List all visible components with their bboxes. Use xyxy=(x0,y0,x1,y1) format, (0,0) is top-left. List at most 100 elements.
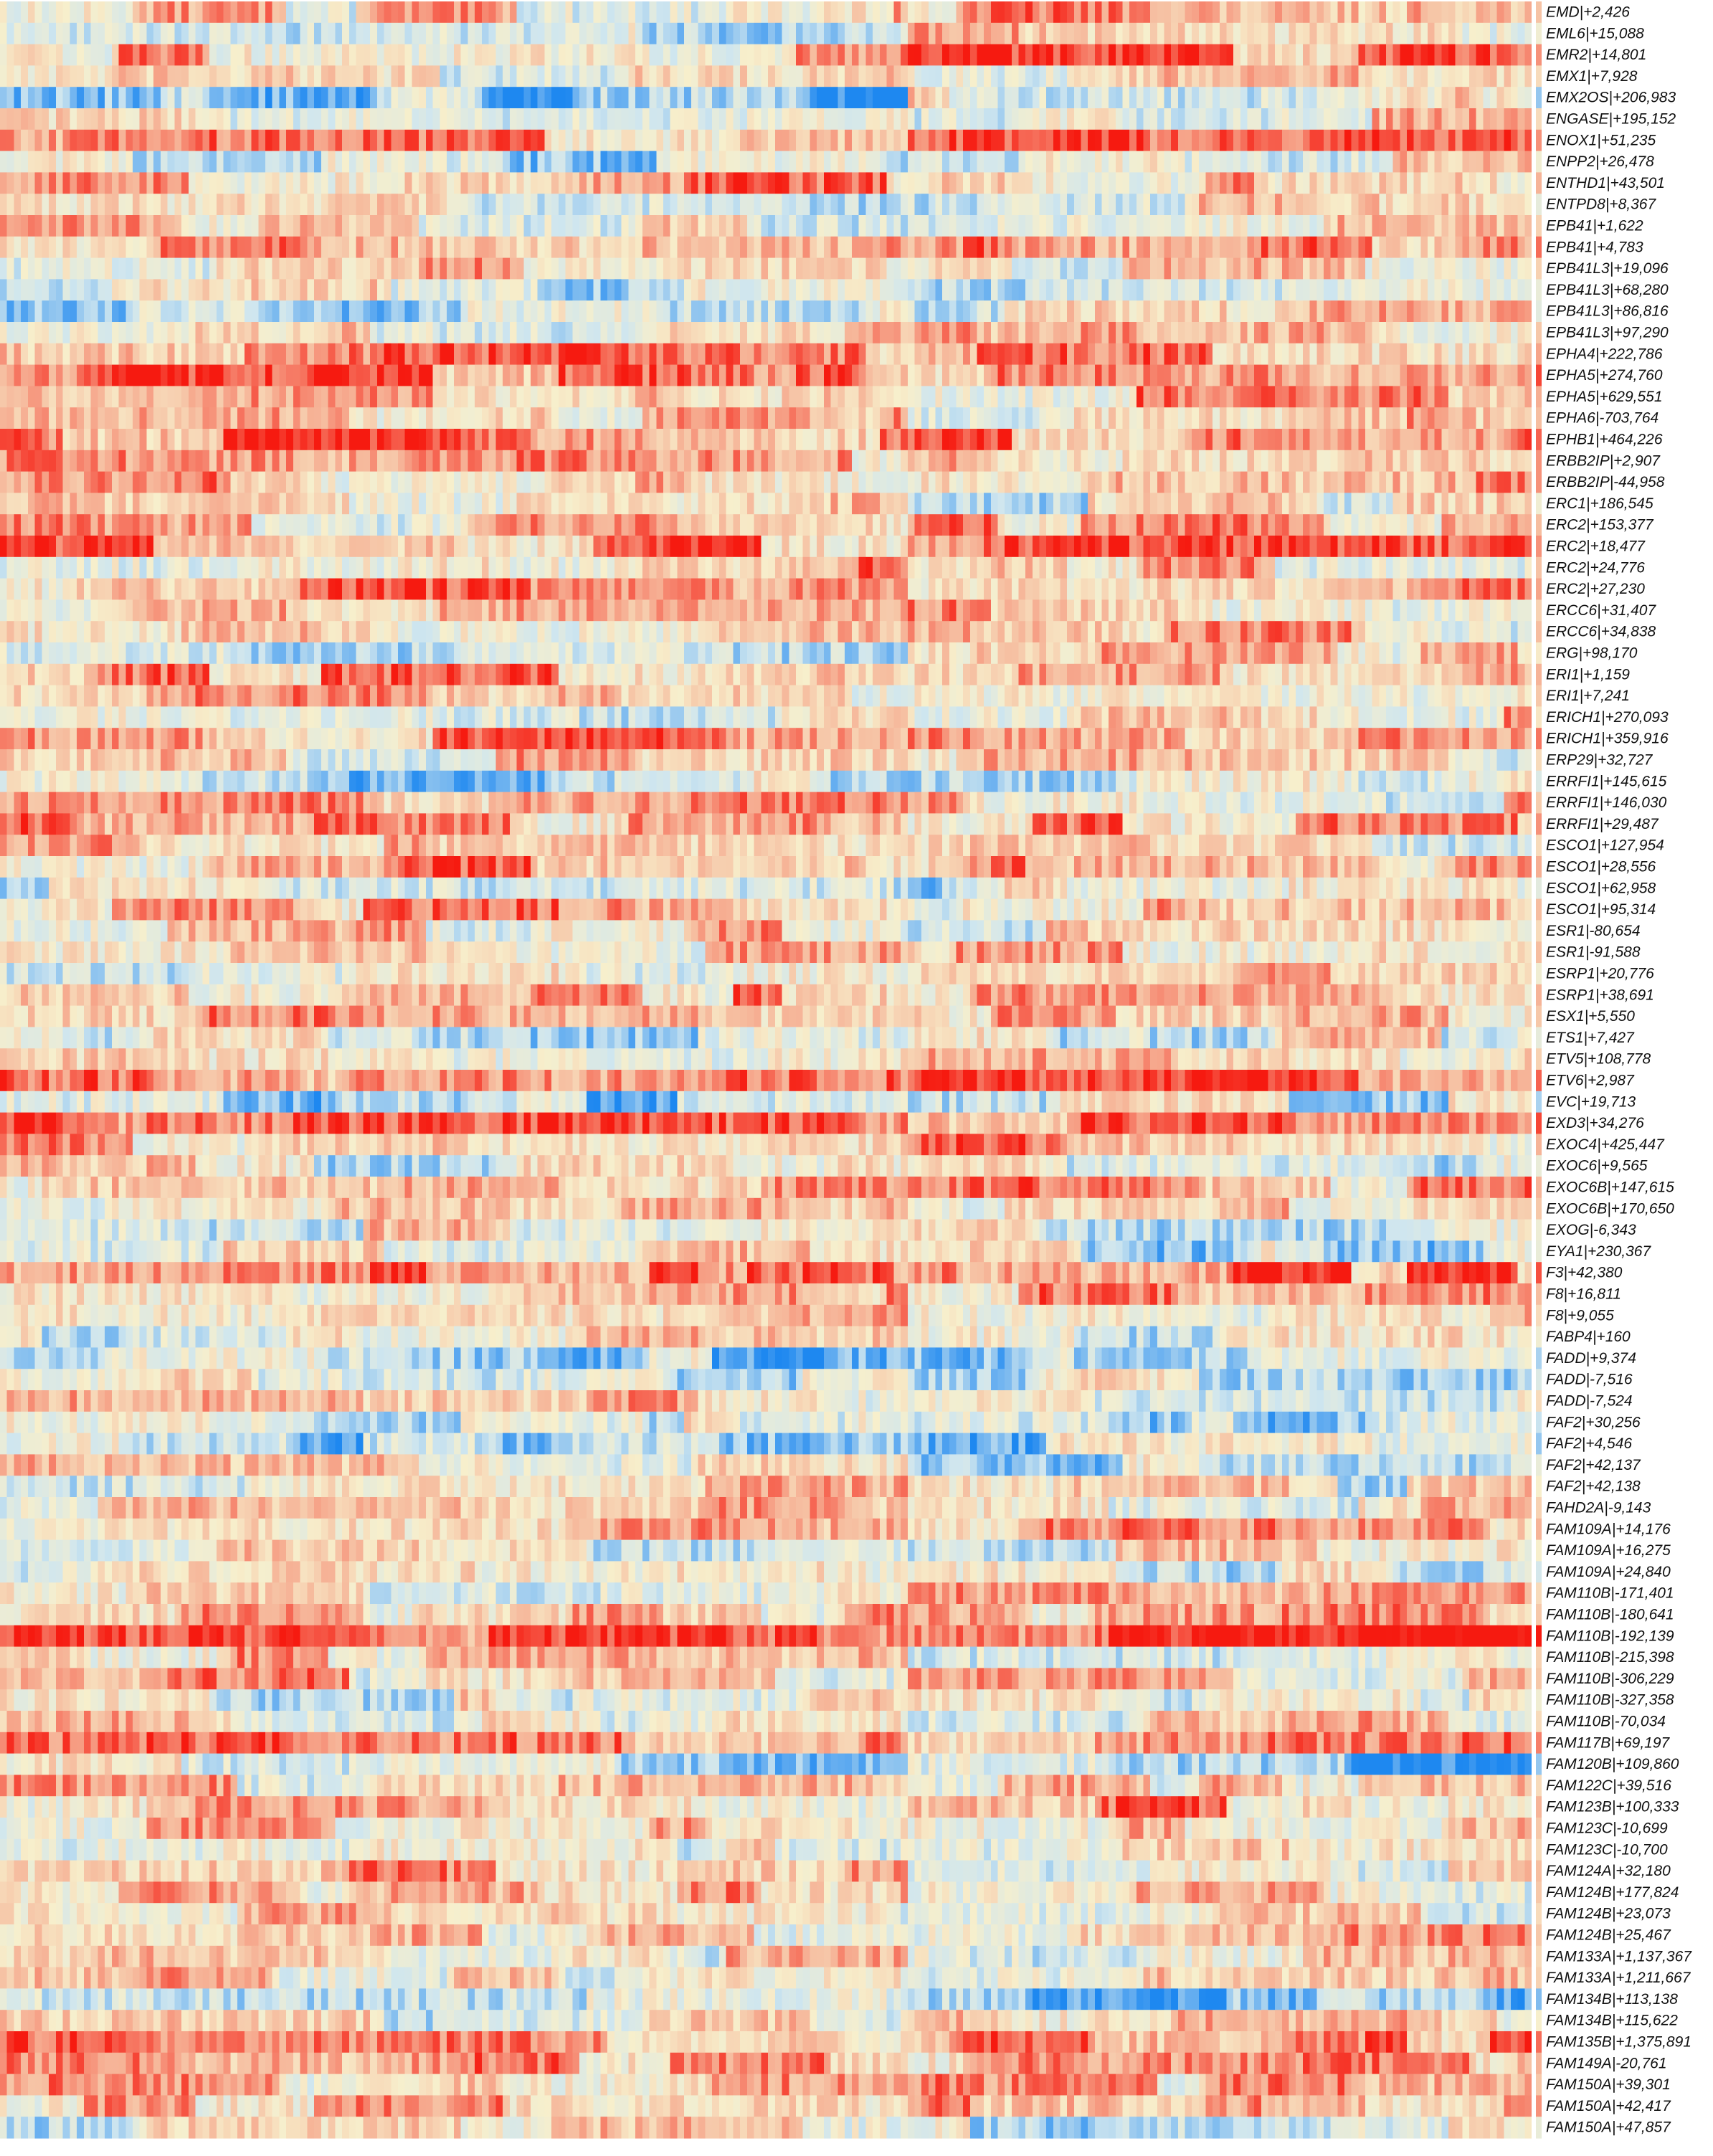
row-label: FADD|+9,374 xyxy=(1546,1350,1636,1367)
row-annotation-cell xyxy=(1536,1903,1542,1925)
heatmap-row-band xyxy=(0,856,1532,878)
heatmap-row xyxy=(0,1539,1532,1562)
row-labels: EMD|+2,426 EML6|+15,088 EMR2|+14,801 EMX1|+… xyxy=(1546,4,1692,2135)
row-annotation-cell xyxy=(1536,1070,1542,1092)
row-label: FABP4|+160 xyxy=(1546,1329,1631,1345)
heatmap-row xyxy=(0,1860,1532,1882)
row-annotation-cell xyxy=(1536,151,1542,173)
heatmap-row-band xyxy=(0,1027,1532,1049)
row-label: FAM110B|-192,139 xyxy=(1546,1628,1674,1644)
row-label: ENTPD8|+8,367 xyxy=(1546,196,1656,213)
row-annotation-cell xyxy=(1536,1753,1542,1775)
row-annotation-cell xyxy=(1536,407,1542,429)
heatmap-row-band xyxy=(0,1924,1532,1947)
heatmap-row xyxy=(0,1433,1532,1455)
row-label: EPHA5|+274,760 xyxy=(1546,367,1663,384)
heatmap-row xyxy=(0,2052,1532,2075)
heatmap-row xyxy=(0,941,1532,964)
heatmap-row-band xyxy=(0,877,1532,900)
heatmap-row-band xyxy=(0,1197,1532,1220)
row-annotation-cell xyxy=(1536,728,1542,750)
row-annotation-bar xyxy=(1536,1,1542,2139)
row-label: FAM110B|-180,641 xyxy=(1546,1606,1674,1623)
heatmap-row xyxy=(0,2031,1532,2053)
heatmap-row xyxy=(0,685,1532,707)
heatmap-row-band xyxy=(0,1048,1532,1070)
row-annotation-cell xyxy=(1536,770,1542,793)
heatmap-row xyxy=(0,215,1532,237)
row-label: FAM110B|-215,398 xyxy=(1546,1649,1674,1666)
heatmap-row xyxy=(0,1,1532,24)
row-annotation-cell xyxy=(1536,1411,1542,1434)
heatmap-row xyxy=(0,22,1532,45)
heatmap-row-band xyxy=(0,663,1532,686)
row-label: EMR2|+14,801 xyxy=(1546,47,1646,63)
heatmap-row-band xyxy=(0,1818,1532,1840)
row-annotation-cell xyxy=(1536,257,1542,280)
heatmap-row xyxy=(0,514,1532,536)
heatmap-row xyxy=(0,322,1532,344)
heatmap-row-band xyxy=(0,44,1532,66)
heatmap-row-band xyxy=(0,22,1532,45)
heatmap-row-band xyxy=(0,1967,1532,1989)
row-label: FAM133A|+1,137,367 xyxy=(1546,1948,1692,1965)
heatmap-row-band xyxy=(0,813,1532,835)
heatmap-row-band xyxy=(0,407,1532,429)
row-annotation-cell xyxy=(1536,1689,1542,1711)
row-label: FAM124A|+32,180 xyxy=(1546,1863,1671,1879)
heatmap-row-band xyxy=(0,1903,1532,1925)
row-label: ENOX1|+51,235 xyxy=(1546,132,1656,148)
row-label: ESRP1|+20,776 xyxy=(1546,965,1654,982)
heatmap-row xyxy=(0,1390,1532,1412)
heatmap-row xyxy=(0,65,1532,87)
heatmap-row xyxy=(0,1476,1532,1498)
heatmap-row xyxy=(0,1112,1532,1134)
heatmap-row-band xyxy=(0,685,1532,707)
heatmap-row xyxy=(0,300,1532,323)
row-annotation-cell xyxy=(1536,450,1542,472)
heatmap-row-band xyxy=(0,1304,1532,1327)
heatmap-row xyxy=(0,471,1532,493)
heatmap-row xyxy=(0,984,1532,1007)
heatmap-row xyxy=(0,1838,1532,1861)
heatmap-row-band xyxy=(0,1860,1532,1882)
heatmap-row-band xyxy=(0,1711,1532,1733)
row-annotation-cell xyxy=(1536,963,1542,985)
row-annotation-cell xyxy=(1536,1155,1542,1177)
row-annotation-cell xyxy=(1536,1,1542,24)
heatmap-row xyxy=(0,1091,1532,1113)
row-label: EPHA5|+629,551 xyxy=(1546,389,1663,405)
row-annotation-cell xyxy=(1536,941,1542,964)
row-annotation-cell xyxy=(1536,493,1542,515)
row-annotation-cell xyxy=(1536,877,1542,900)
heatmap-row xyxy=(0,429,1532,451)
heatmap-row-band xyxy=(0,1070,1532,1092)
heatmap-row-band xyxy=(0,471,1532,493)
row-annotation-cell xyxy=(1536,792,1542,814)
heatmap-row-band xyxy=(0,1881,1532,1904)
heatmap-row xyxy=(0,1518,1532,1541)
heatmap-row-band xyxy=(0,1155,1532,1177)
row-label: ERBB2IP|-44,958 xyxy=(1546,474,1665,490)
heatmap-row-band xyxy=(0,749,1532,771)
row-label: EXOC6B|+170,650 xyxy=(1546,1200,1674,1217)
heatmap-row xyxy=(0,963,1532,985)
heatmap-row-band xyxy=(0,343,1532,366)
row-annotation-cell xyxy=(1536,1240,1542,1263)
row-annotation-cell xyxy=(1536,1967,1542,1989)
row-annotation-cell xyxy=(1536,1775,1542,1797)
row-label: EPB41|+1,622 xyxy=(1546,217,1643,234)
heatmap-row xyxy=(0,1625,1532,1648)
row-label: EXOG|-6,343 xyxy=(1546,1222,1636,1238)
row-label: ERICH1|+270,093 xyxy=(1546,709,1669,726)
row-label: EPB41|+4,783 xyxy=(1546,239,1643,255)
heatmap-row xyxy=(0,1454,1532,1476)
row-label: ENPP2|+26,478 xyxy=(1546,153,1654,170)
heatmap-row-band xyxy=(0,87,1532,109)
heatmap-row xyxy=(0,1304,1532,1327)
row-label: ETS1|+7,427 xyxy=(1546,1030,1635,1046)
heatmap-row xyxy=(0,1347,1532,1369)
heatmap-row-band xyxy=(0,898,1532,921)
